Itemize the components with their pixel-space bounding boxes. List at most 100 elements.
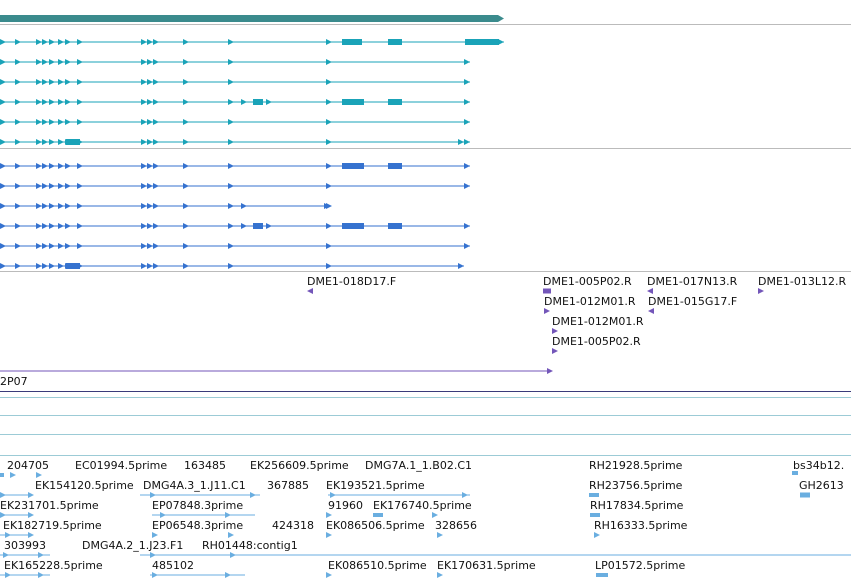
- track-separator-teal: [0, 455, 851, 456]
- exon-arrow: [183, 39, 189, 45]
- exon-arrow: [183, 243, 189, 249]
- est-label[interactable]: DMG4A.2_1.J23.F1: [82, 539, 184, 552]
- clone-label[interactable]: DME1-017N13.R: [647, 275, 738, 288]
- est-label[interactable]: EC01994.5prime: [75, 459, 168, 472]
- exon-arrow: [0, 512, 6, 518]
- exon-arrow: [228, 119, 234, 125]
- est-label[interactable]: 163485: [184, 459, 226, 472]
- est-marker: [589, 493, 599, 497]
- est-label[interactable]: 424318: [272, 519, 314, 532]
- exon-arrow: [141, 263, 147, 269]
- clone-label[interactable]: DME1-013L12.R: [758, 275, 847, 288]
- exon-arrow: [330, 492, 336, 498]
- exon-arrow: [0, 79, 6, 85]
- est-label[interactable]: EK170631.5prime: [437, 559, 536, 572]
- est-label[interactable]: EK154120.5prime: [35, 479, 134, 492]
- exon-arrow: [36, 163, 42, 169]
- exon-arrow: [153, 59, 159, 65]
- est-label[interactable]: EK182719.5prime: [3, 519, 102, 532]
- est-label[interactable]: EK086506.5prime: [326, 519, 425, 532]
- exon-arrow: [326, 183, 332, 189]
- exon-arrow: [462, 492, 468, 498]
- row-end-arrow: [464, 223, 470, 229]
- exon-arrow: [49, 39, 55, 45]
- exon-arrow: [42, 79, 48, 85]
- exon-arrow: [594, 532, 600, 538]
- exon-block: [66, 263, 80, 269]
- est-label[interactable]: RH23756.5prime: [589, 479, 683, 492]
- exon-arrow: [15, 139, 21, 145]
- est-label[interactable]: 328656: [435, 519, 477, 532]
- exon-block: [342, 163, 364, 169]
- est-label[interactable]: EK193521.5prime: [326, 479, 425, 492]
- exon-arrow: [183, 59, 189, 65]
- est-label[interactable]: RH17834.5prime: [590, 499, 684, 512]
- est-label[interactable]: EP07848.3prime: [152, 499, 244, 512]
- exon-arrow: [0, 119, 6, 125]
- clone-marker: [544, 308, 550, 314]
- est-label[interactable]: GH2613: [799, 479, 844, 492]
- exon-arrow: [36, 139, 42, 145]
- exon-arrow: [326, 532, 332, 538]
- est-label[interactable]: EK256609.5prime: [250, 459, 349, 472]
- est-label[interactable]: RH21928.5prime: [589, 459, 683, 472]
- est-label[interactable]: EK165228.5prime: [4, 559, 103, 572]
- est-label[interactable]: LP01572.5prime: [595, 559, 686, 572]
- exon-arrow: [15, 99, 21, 105]
- exon-arrow: [65, 119, 71, 125]
- est-label[interactable]: DMG7A.1_1.B02.C1: [365, 459, 473, 472]
- clone-label[interactable]: DME1-005P02.R: [552, 335, 641, 348]
- est-label[interactable]: EK231701.5prime: [0, 499, 99, 512]
- exon-arrow: [65, 99, 71, 105]
- est-label[interactable]: EP06548.3prime: [152, 519, 244, 532]
- exon-arrow: [28, 492, 34, 498]
- exon-arrow: [15, 163, 21, 169]
- est-label[interactable]: bs34b12.: [793, 459, 845, 472]
- clone-label[interactable]: DME1-018D17.F: [307, 275, 397, 288]
- exon-arrow: [153, 263, 159, 269]
- exon-arrow: [326, 99, 332, 105]
- est-label[interactable]: 204705: [7, 459, 49, 472]
- est-label[interactable]: 367885: [267, 479, 309, 492]
- exon-arrow: [36, 223, 42, 229]
- exon-arrow: [65, 39, 71, 45]
- est-label[interactable]: RH16333.5prime: [594, 519, 688, 532]
- exon-arrow: [58, 263, 64, 269]
- row-end-arrow: [458, 263, 464, 269]
- exon-arrow: [141, 99, 147, 105]
- clone-label[interactable]: DME1-015G17.F: [648, 295, 738, 308]
- clone-label[interactable]: DME1-012M01.R: [544, 295, 636, 308]
- est-label[interactable]: DMG4A.3_1.J11.C1: [143, 479, 246, 492]
- exon-arrow: [147, 223, 153, 229]
- exon-arrow: [326, 163, 332, 169]
- exon-arrow: [150, 552, 156, 558]
- exon-block: [342, 223, 364, 229]
- est-label[interactable]: 485102: [152, 559, 194, 572]
- clone-label[interactable]: DME1-005P02.R: [543, 275, 632, 288]
- est-label[interactable]: EK176740.5prime: [373, 499, 472, 512]
- exon-arrow: [432, 512, 438, 518]
- exon-arrow: [58, 79, 64, 85]
- exon-arrow: [65, 203, 71, 209]
- est-label[interactable]: RH01448:contig1: [202, 539, 298, 552]
- exon-arrow: [77, 79, 83, 85]
- exon-arrow: [153, 243, 159, 249]
- exon-arrow: [183, 79, 189, 85]
- clone-label[interactable]: DME1-012M01.R: [552, 315, 644, 328]
- gene-span-bar: [0, 15, 498, 22]
- est-label[interactable]: EK086510.5prime: [328, 559, 427, 572]
- exon-block: [465, 39, 499, 45]
- est-label[interactable]: 303993: [4, 539, 46, 552]
- exon-arrow: [241, 203, 247, 209]
- exon-arrow: [228, 139, 234, 145]
- exon-arrow: [28, 532, 34, 538]
- est-label[interactable]: 91960: [328, 499, 363, 512]
- clone-label-partial[interactable]: 2P07: [0, 375, 28, 388]
- exon-arrow: [49, 203, 55, 209]
- exon-arrow: [183, 139, 189, 145]
- exon-arrow: [141, 163, 147, 169]
- exon-arrow: [147, 243, 153, 249]
- exon-arrow: [326, 79, 332, 85]
- exon-arrow: [42, 99, 48, 105]
